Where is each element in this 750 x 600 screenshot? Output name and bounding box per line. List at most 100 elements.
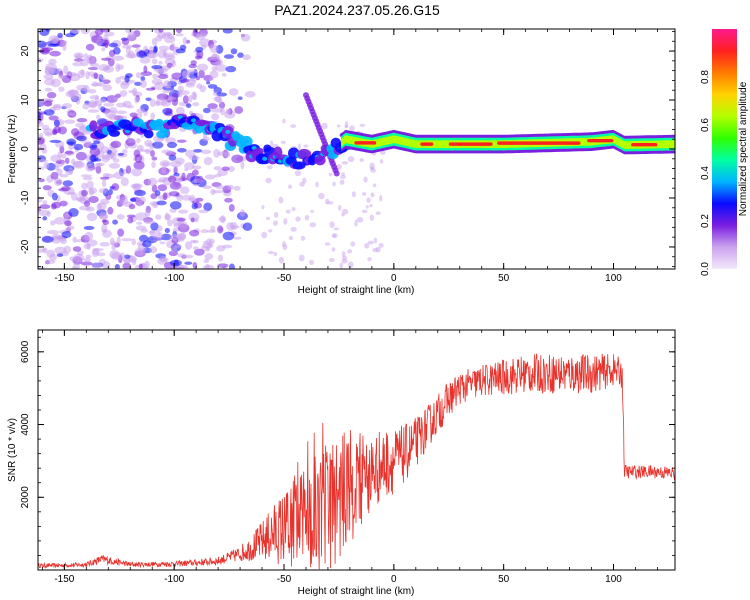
spectrogram-noise-blob	[102, 84, 113, 92]
spectrogram-noise-blob	[93, 140, 101, 145]
spectrogram-noise-blob	[191, 202, 198, 210]
spectrogram-noise-blob	[134, 248, 146, 256]
spectrogram-noise-blob	[290, 226, 297, 232]
spectrogram-noise-blob	[196, 83, 203, 89]
spectrogram-noise-blob	[99, 241, 110, 247]
spectrogram-noise-blob	[64, 212, 70, 220]
spectrogram-noise-blob	[175, 106, 185, 115]
spectrogram-noise-blob	[175, 265, 187, 269]
spectrogram-noise-blob	[158, 177, 169, 182]
spectrogram-noise-blob	[136, 221, 143, 225]
spectrogram-band-core	[631, 142, 658, 147]
spectrogram-noise-blob	[80, 58, 89, 67]
spectrogram-noise-blob	[139, 80, 147, 88]
spectrogram-noise-blob	[240, 34, 251, 42]
spectrogram-noise-blob	[96, 252, 106, 257]
spectrogram-noise-blob	[73, 253, 85, 263]
spectrogram-noise-blob	[222, 231, 235, 241]
spectrogram-noise-blob	[169, 182, 182, 190]
spectrogram-noise-blob	[53, 177, 63, 187]
spectrogram-noise-blob	[72, 246, 82, 252]
spectrogram-noise-blob	[310, 209, 314, 214]
spectrogram-noise-blob	[113, 171, 125, 180]
spectrogram-noise-blob	[152, 141, 164, 149]
spectrogram-noise-blob	[121, 149, 128, 154]
spectrogram-noise-blob	[217, 263, 229, 268]
spectrogram-noise-blob	[121, 82, 131, 86]
spectrogram-noise-blob	[72, 62, 83, 67]
spectrogram-noise-blob	[175, 48, 186, 54]
spectrogram-noise-blob	[164, 212, 170, 221]
spectrogram-noise-blob	[288, 235, 294, 241]
spectrogram-noise-blob	[110, 153, 117, 160]
spectrogram-noise-blob	[336, 124, 341, 128]
spectrogram-noise-blob	[210, 188, 216, 196]
spectrogram-noise-blob	[220, 215, 226, 224]
spectrogram-noise-blob	[99, 98, 107, 103]
spectrogram-noise-blob	[373, 237, 378, 244]
spectrogram-noise-blob	[48, 58, 57, 65]
spectrogram-noise-blob	[170, 42, 176, 49]
spectrogram-noise-blob	[169, 160, 182, 168]
spectrogram-noise-blob	[347, 261, 354, 269]
spectrogram-noise-blob	[202, 107, 211, 114]
colorbar-tick-label: 0.6	[700, 118, 711, 132]
spectrogram-noise-blob	[131, 44, 141, 48]
spectrogram-noise-blob	[150, 149, 155, 157]
spectrogram-noise-blob	[115, 110, 127, 115]
spectrogram-noise-blob	[150, 222, 159, 231]
spectrogram-noise-blob	[150, 193, 158, 200]
spectrogram-noise-blob	[379, 150, 386, 155]
spectrogram-noise-blob	[237, 96, 243, 101]
spectrogram-noise-blob	[38, 178, 45, 183]
spectrogram-noise-blob	[225, 65, 237, 73]
spectrogram-noise-blob	[369, 203, 373, 208]
spectrogram-y-tick-label: 0	[20, 146, 31, 152]
spectrogram-noise-blob	[66, 72, 78, 77]
spectrogram-ridge-blob	[143, 129, 154, 139]
spectrogram-noise-blob	[151, 156, 158, 161]
spectrogram-noise-blob	[83, 200, 91, 207]
spectrogram-noise-blob	[309, 222, 317, 228]
spectrogram-noise-blob	[240, 160, 245, 170]
spectrogram-noise-blob	[177, 220, 188, 229]
spectrogram-noise-blob	[225, 109, 232, 115]
colorbar-tick-label: 0.2	[700, 214, 711, 228]
spectrogram-noise-blob	[338, 204, 342, 211]
spectrogram-noise-blob	[273, 211, 279, 218]
spectrogram-noise-blob	[101, 155, 110, 163]
spectrogram-noise-blob	[90, 154, 97, 162]
spectrogram-noise-blob	[228, 263, 235, 269]
spectrogram-noise-blob	[152, 73, 159, 79]
spectrogram-noise-blob	[76, 117, 88, 123]
spectrogram-noise-blob	[211, 108, 224, 113]
spectrogram-noise-blob	[82, 176, 93, 181]
spectrogram-noise-blob	[95, 165, 102, 174]
spectrogram-noise-blob	[197, 63, 209, 72]
spectrogram-noise-blob	[185, 103, 192, 108]
spectrogram-noise-blob	[105, 193, 112, 200]
spectrogram-ridge-core	[243, 139, 249, 144]
spectrogram-noise-blob	[203, 156, 213, 166]
spectrogram-noise-blob	[146, 51, 159, 59]
spectrogram-noise-blob	[204, 174, 216, 180]
spectrogram-noise-blob	[91, 262, 102, 269]
spectrogram-x-tick-label: 100	[605, 273, 622, 284]
snr-x-tick-label: 50	[498, 574, 510, 585]
spectrogram-noise-blob	[60, 238, 67, 245]
spectrogram-noise-blob	[347, 249, 353, 254]
spectrogram-noise-blob	[242, 222, 253, 231]
spectrogram-noise-blob	[136, 112, 143, 118]
spectrogram-noise-blob	[191, 200, 200, 204]
spectrogram-noise-blob	[39, 49, 50, 54]
spectrogram-noise-blob	[101, 57, 112, 61]
spectrogram-band-core	[497, 141, 581, 145]
spectrogram-noise-blob	[165, 137, 177, 144]
spectrogram-noise-blob	[58, 74, 66, 80]
spectrogram-noise-blob	[87, 109, 100, 113]
spectrogram-noise-blob	[66, 225, 75, 230]
spectrogram-ridge-core	[262, 156, 268, 161]
spectrogram-noise-blob	[108, 188, 113, 196]
spectrogram-x-tick-label: 0	[391, 273, 397, 284]
spectrogram-noise-blob	[96, 162, 105, 167]
